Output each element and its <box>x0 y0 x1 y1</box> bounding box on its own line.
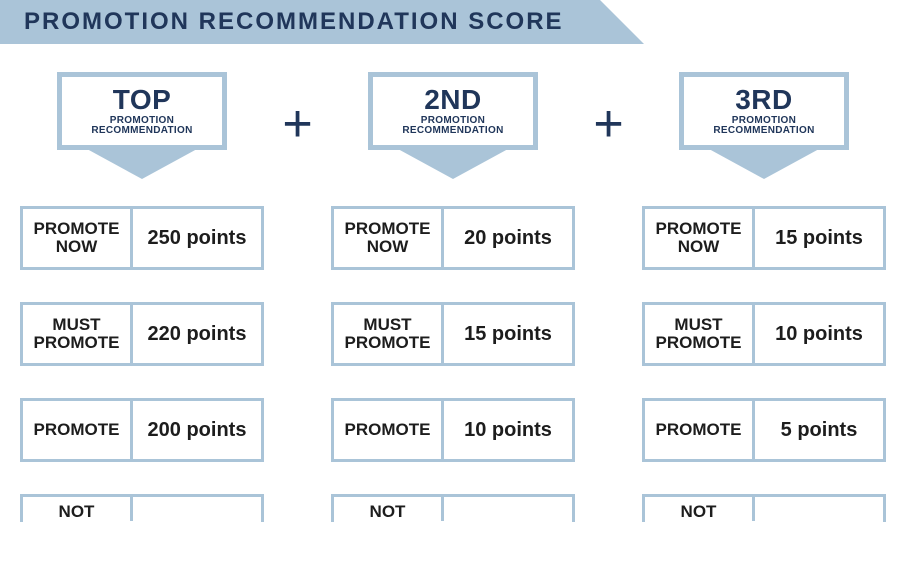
row-label: NOT <box>645 497 755 521</box>
score-row-partial: NOT <box>20 494 264 522</box>
column-2nd: 2ND PROMOTION RECOMMENDATION PROMOTE NOW… <box>331 72 575 522</box>
header-rank: 2ND <box>424 86 482 114</box>
row-points: 15 points <box>444 305 572 363</box>
page-title: PROMOTION RECOMMENDATION SCORE <box>24 8 564 36</box>
score-row-partial: NOT <box>331 494 575 522</box>
plus-separator: + <box>274 72 321 522</box>
column-top: TOP PROMOTION RECOMMENDATION PROMOTE NOW… <box>20 72 264 522</box>
score-row: PROMOTE 5 points <box>642 398 886 462</box>
title-bar: PROMOTION RECOMMENDATION SCORE <box>0 0 600 44</box>
column-3rd: 3RD PROMOTION RECOMMENDATION PROMOTE NOW… <box>642 72 886 522</box>
row-points: 15 points <box>755 209 883 267</box>
row-label: MUST PROMOTE <box>645 305 755 363</box>
header-sub: PROMOTION RECOMMENDATION <box>91 116 192 137</box>
row-points: 20 points <box>444 209 572 267</box>
score-row: MUST PROMOTE 10 points <box>642 302 886 366</box>
header-rank: TOP <box>113 86 172 114</box>
score-row: PROMOTE 200 points <box>20 398 264 462</box>
header-3rd: 3RD PROMOTION RECOMMENDATION <box>679 72 849 150</box>
header-sub: PROMOTION RECOMMENDATION <box>402 116 503 137</box>
score-row: PROMOTE NOW 250 points <box>20 206 264 270</box>
row-label: PROMOTE NOW <box>23 209 133 267</box>
score-row: PROMOTE NOW 15 points <box>642 206 886 270</box>
score-row: PROMOTE 10 points <box>331 398 575 462</box>
header-sub: PROMOTION RECOMMENDATION <box>713 116 814 137</box>
plus-icon: + <box>593 98 623 150</box>
row-label: NOT <box>23 497 133 521</box>
row-label: MUST PROMOTE <box>23 305 133 363</box>
score-row: MUST PROMOTE 220 points <box>20 302 264 366</box>
row-label: PROMOTE NOW <box>645 209 755 267</box>
plus-icon: + <box>282 98 312 150</box>
header-rank: 3RD <box>735 86 793 114</box>
row-points: 5 points <box>755 401 883 459</box>
row-label: MUST PROMOTE <box>334 305 444 363</box>
plus-separator: + <box>585 72 632 522</box>
score-row: PROMOTE NOW 20 points <box>331 206 575 270</box>
row-points: 200 points <box>133 401 261 459</box>
row-points: 10 points <box>444 401 572 459</box>
row-label: PROMOTE <box>23 401 133 459</box>
columns-wrap: TOP PROMOTION RECOMMENDATION PROMOTE NOW… <box>0 44 910 522</box>
score-row-partial: NOT <box>642 494 886 522</box>
score-row: MUST PROMOTE 15 points <box>331 302 575 366</box>
header-2nd: 2ND PROMOTION RECOMMENDATION <box>368 72 538 150</box>
row-points: 250 points <box>133 209 261 267</box>
row-points: 220 points <box>133 305 261 363</box>
header-top: TOP PROMOTION RECOMMENDATION <box>57 72 227 150</box>
row-label: NOT <box>334 497 444 521</box>
row-label: PROMOTE NOW <box>334 209 444 267</box>
row-label: PROMOTE <box>645 401 755 459</box>
row-label: PROMOTE <box>334 401 444 459</box>
row-points: 10 points <box>755 305 883 363</box>
